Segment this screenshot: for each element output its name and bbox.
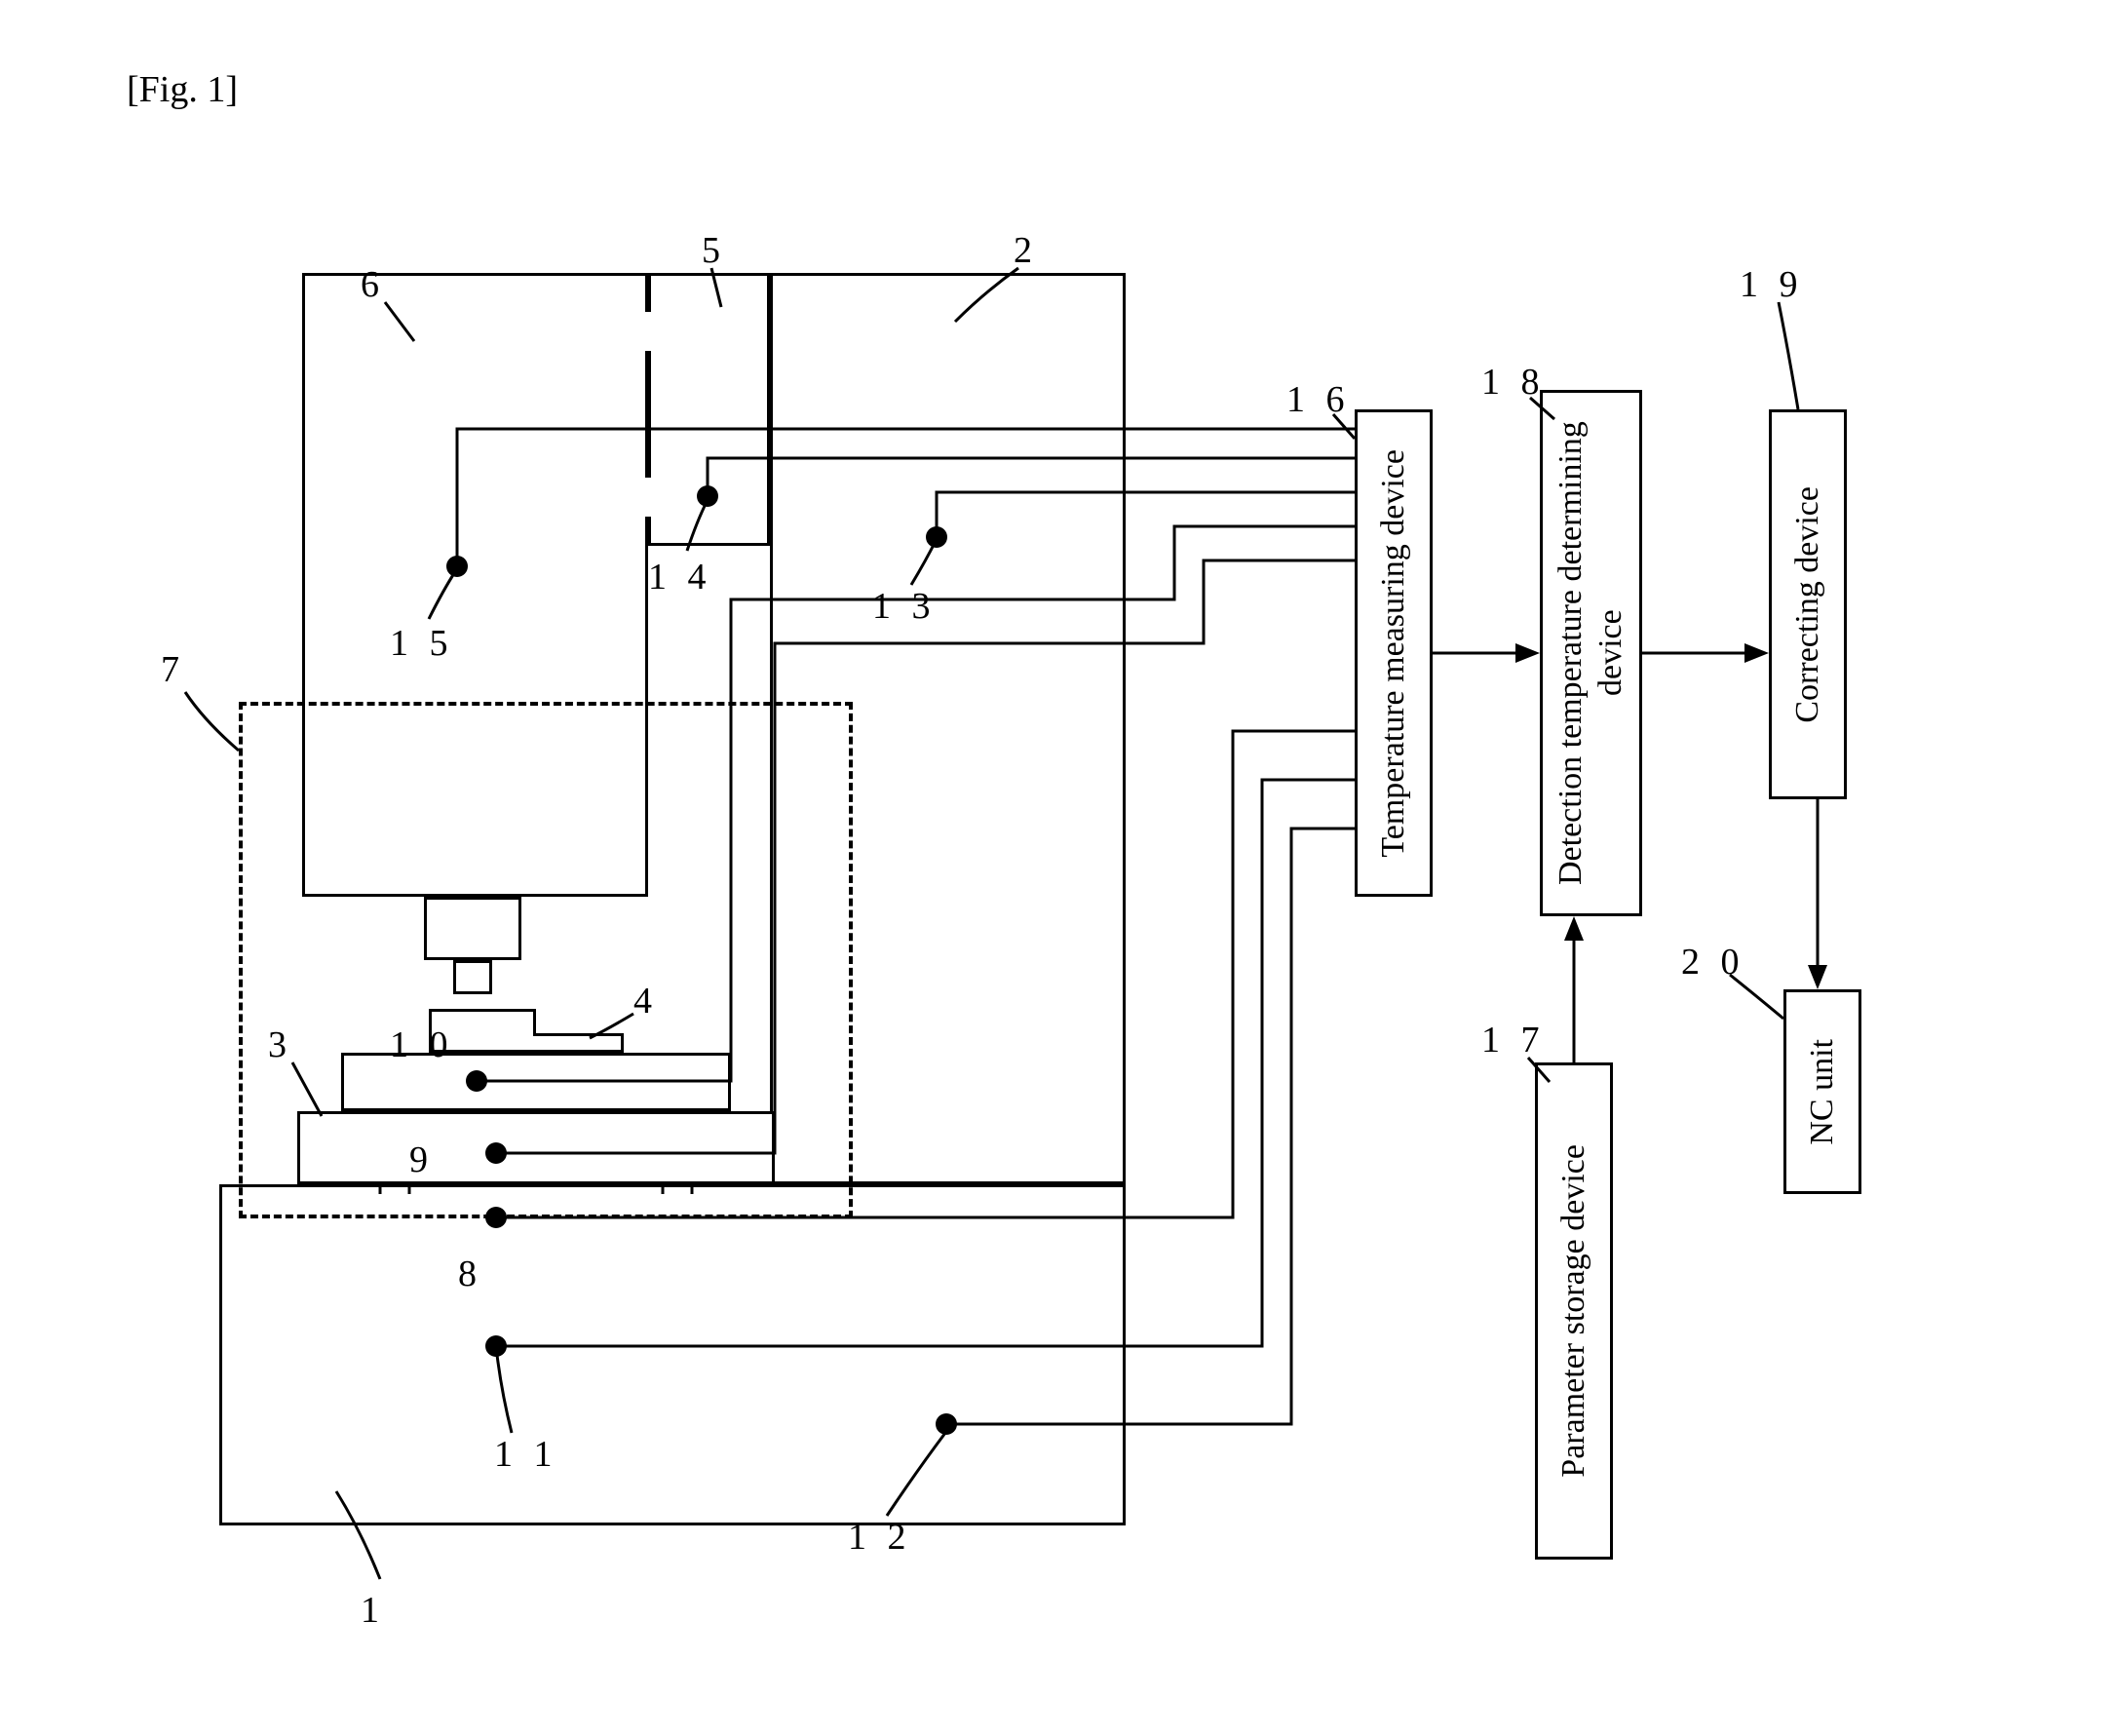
- machining-space-box: [239, 702, 853, 1218]
- correcting-device-box: Correcting device: [1769, 409, 1847, 799]
- label-18: 1 8: [1481, 361, 1546, 404]
- nc-unit-label: NC unit: [1803, 1039, 1843, 1145]
- figure-label: [Fig. 1]: [127, 68, 238, 111]
- gap-fill-1: [645, 312, 651, 351]
- detection-temperature-device-box: Detection temperature determining device: [1540, 390, 1642, 916]
- gap-fill-2: [645, 478, 651, 517]
- parameter-storage-device-box: Parameter storage device: [1535, 1062, 1613, 1560]
- label-11: 1 1: [494, 1433, 558, 1476]
- label-14: 1 4: [648, 556, 712, 598]
- label-6: 6: [361, 263, 385, 306]
- label-10: 1 0: [390, 1023, 454, 1066]
- parameter-storage-device-label: Parameter storage device: [1554, 1144, 1594, 1478]
- temperature-measuring-device-label: Temperature measuring device: [1374, 449, 1414, 858]
- label-19: 1 9: [1740, 263, 1804, 306]
- label-16: 1 6: [1286, 378, 1351, 421]
- bed-box: [219, 1184, 1126, 1525]
- label-15: 1 5: [390, 622, 454, 665]
- sensor-11: [485, 1335, 507, 1357]
- temperature-measuring-device-box: Temperature measuring device: [1355, 409, 1433, 897]
- label-5: 5: [702, 229, 726, 272]
- sensor-10: [466, 1070, 487, 1092]
- label-7: 7: [161, 648, 185, 691]
- label-2: 2: [1014, 229, 1038, 272]
- correcting-device-label: Correcting device: [1788, 486, 1828, 723]
- label-8: 8: [458, 1253, 482, 1295]
- label-12: 1 2: [848, 1516, 912, 1559]
- label-4: 4: [633, 980, 658, 1022]
- sensor-9: [485, 1142, 507, 1164]
- nc-unit-box: NC unit: [1783, 989, 1861, 1194]
- sensor-12: [936, 1413, 957, 1435]
- sensor-8: [485, 1207, 507, 1228]
- label-20: 2 0: [1681, 941, 1745, 984]
- label-9: 9: [409, 1138, 434, 1181]
- label-17: 1 7: [1481, 1019, 1546, 1061]
- sensor-14: [697, 485, 718, 507]
- detection-temperature-device-label: Detection temperature determining device: [1552, 393, 1631, 913]
- label-1: 1: [361, 1589, 385, 1632]
- label-3: 3: [268, 1023, 292, 1066]
- label-13: 1 3: [872, 585, 937, 628]
- sensor-13: [926, 526, 947, 548]
- sensor-15: [446, 556, 468, 577]
